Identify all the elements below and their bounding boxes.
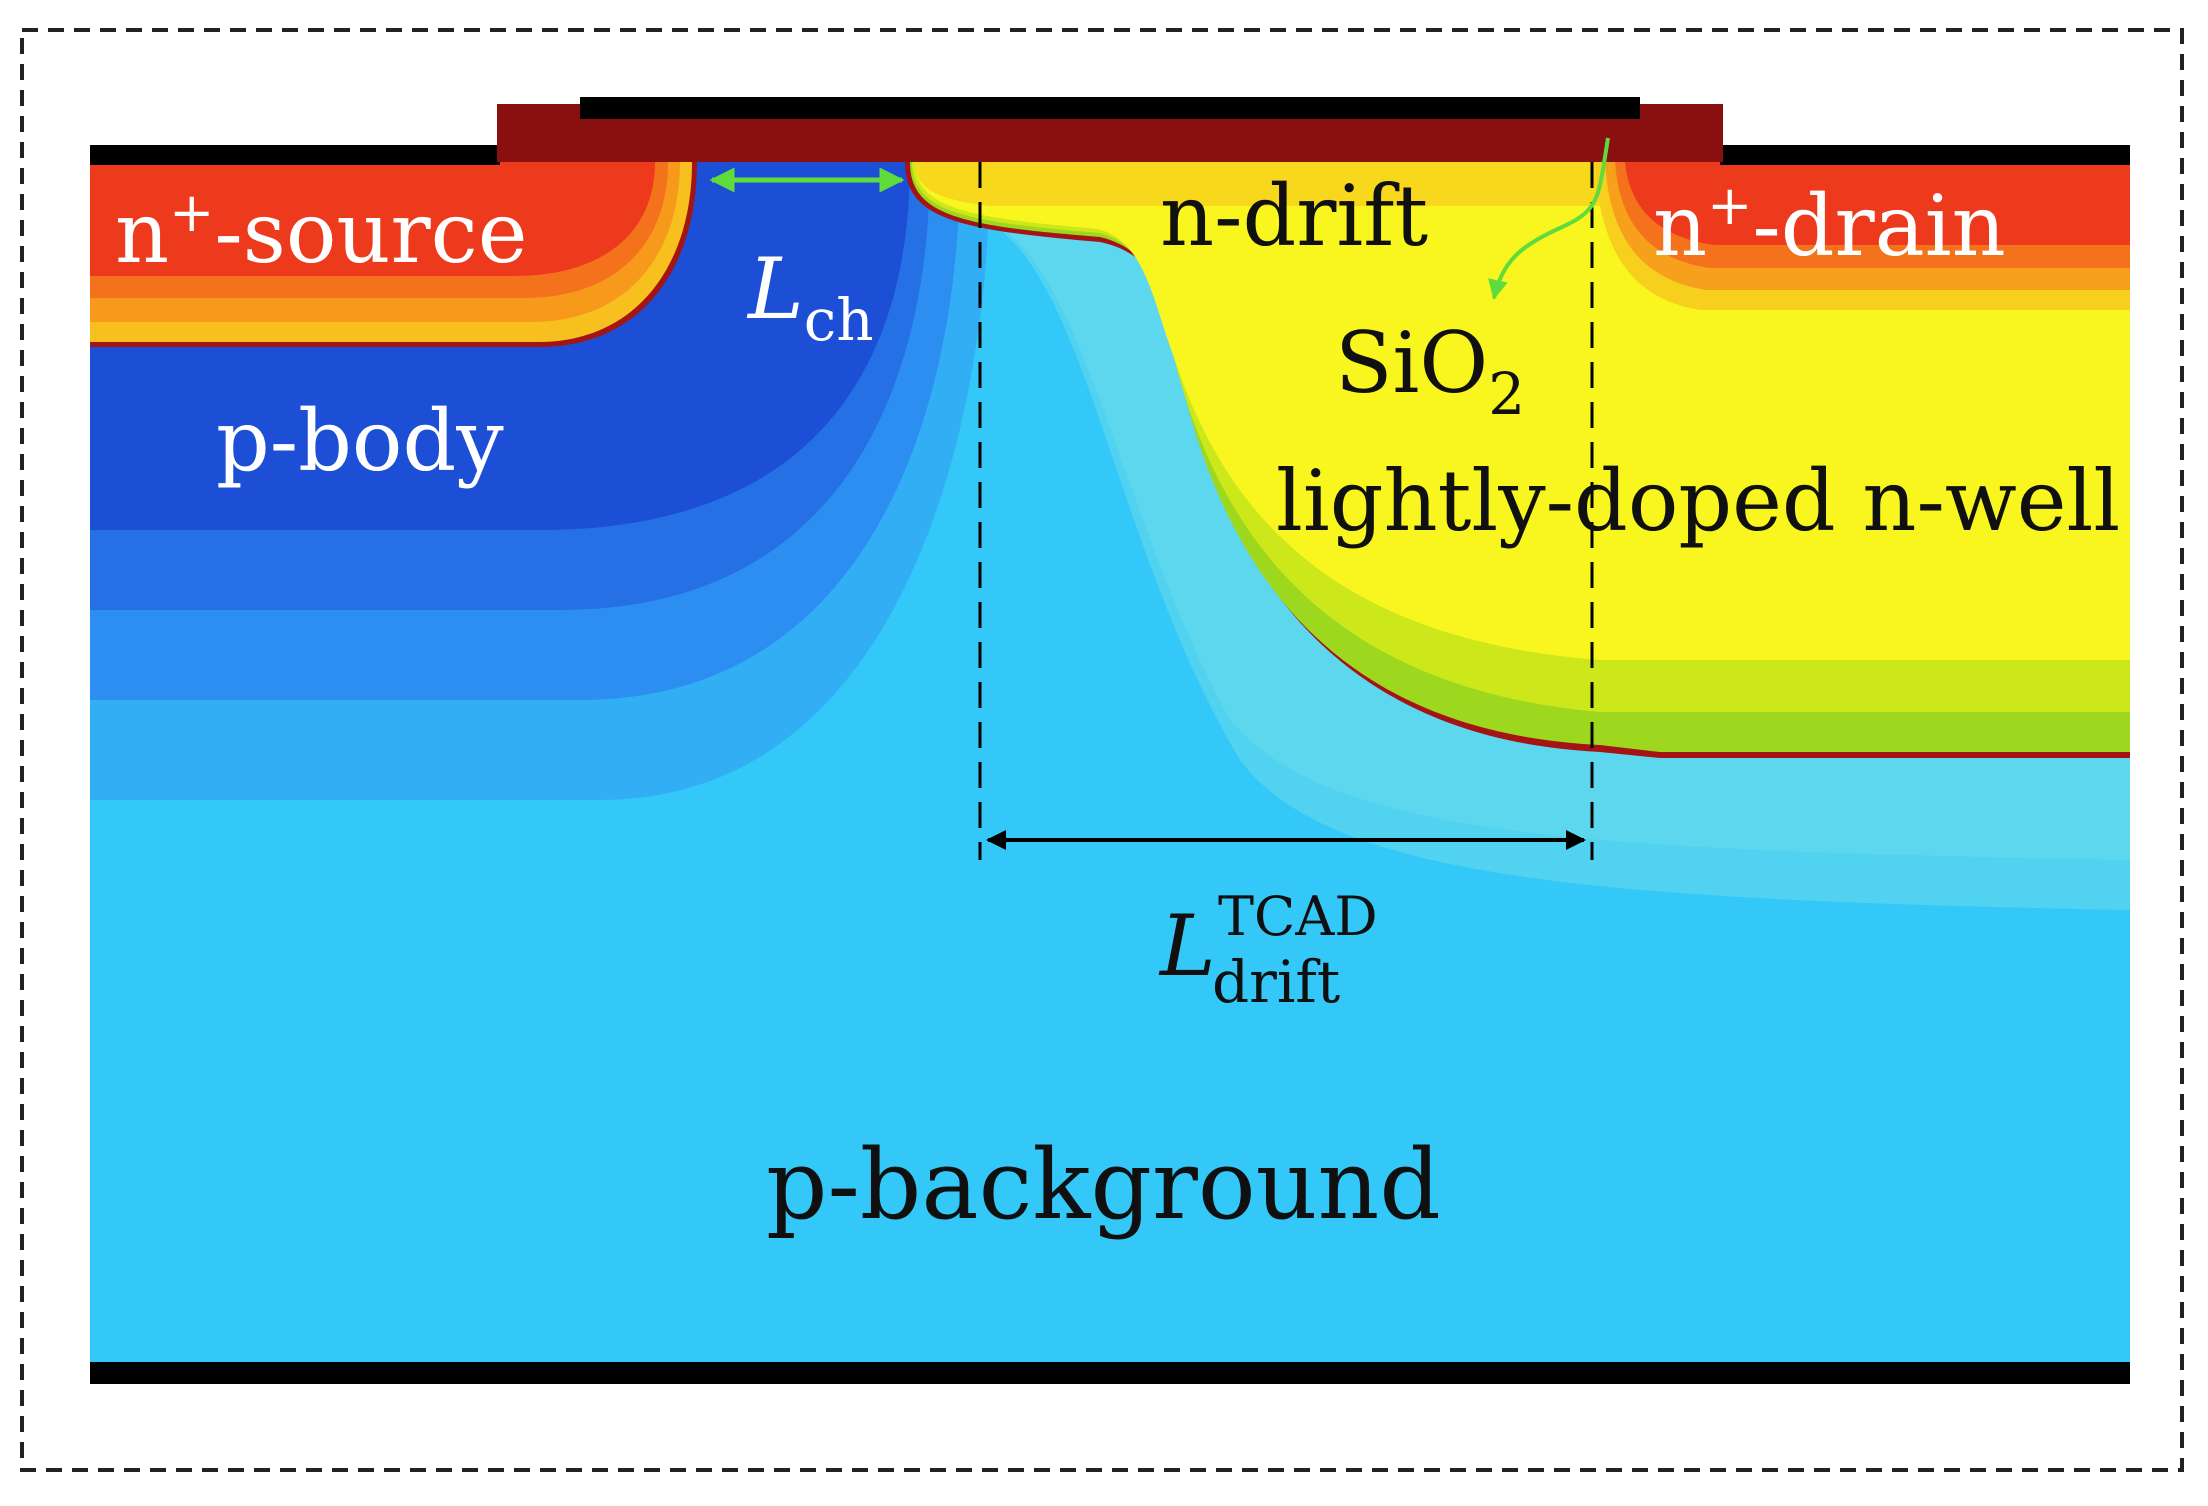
figure-frame [20,28,2184,1472]
n-drain-label: n+-drain [1653,174,2006,276]
source-contact [90,145,500,165]
lightly-doped-n-well-label: lightly-doped n-well [1276,452,2120,550]
p-background-label: p-background [766,1129,1441,1241]
substrate-contact [90,1362,2130,1384]
drift-length-subscript: drift [1212,948,1340,1016]
device-body [90,162,2130,1362]
gate-electrode [580,97,1640,119]
n-drain-region [1625,162,2130,245]
channel-length-label: Lch [746,240,874,354]
drift-length-superscript: TCAD [1218,885,1378,948]
sio2-label: SiO2 [1335,314,1525,428]
drift-length-label: L [1158,897,1216,995]
n-drift-label: n-drift [1160,167,1428,265]
drain-contact [1720,145,2130,165]
n-source-label: n+-source [115,181,527,283]
n-source-region [90,162,655,276]
sio2-pointer-arrow [1488,137,1610,300]
p-body-label: p-body [216,392,504,490]
